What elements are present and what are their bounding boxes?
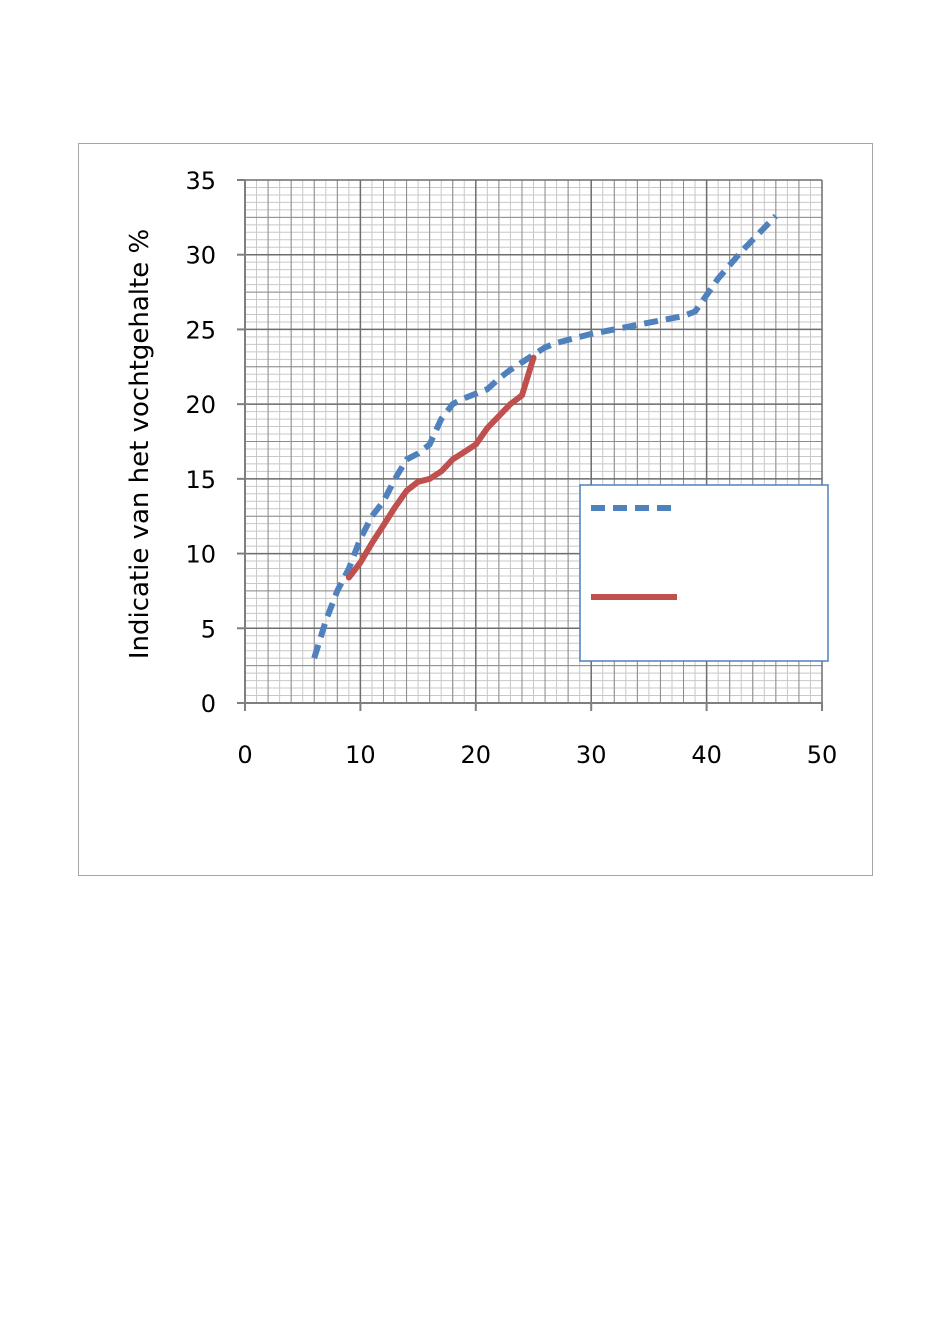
y-tick-label: 0: [201, 690, 216, 718]
y-tick-label: 20: [185, 391, 216, 419]
y-tick-label: 30: [185, 242, 216, 270]
y-axis-title: Indicatie van het vochtgehalte %: [125, 229, 155, 659]
x-tick-label: 0: [237, 741, 252, 769]
x-tick-label: 10: [345, 741, 376, 769]
x-tick-label: 50: [807, 741, 838, 769]
axes: [237, 179, 823, 711]
y-tick-label: 5: [201, 615, 216, 643]
x-tick-labels: 0 10 20 30 40 50: [237, 741, 837, 769]
x-tick-label: 30: [576, 741, 607, 769]
y-tick-label: 15: [185, 466, 216, 494]
legend-box: [579, 484, 829, 662]
legend-entries: [591, 505, 677, 600]
y-tick-labels: 0 5 10 15 20 25 30 35: [185, 167, 216, 718]
y-tick-label: 10: [185, 541, 216, 569]
y-tick-label: 35: [185, 167, 216, 195]
x-tick-label: 20: [461, 741, 492, 769]
y-tick-label: 25: [185, 316, 216, 344]
series-line-2: [345, 354, 537, 581]
x-tick-label: 40: [691, 741, 722, 769]
series-line-1: [311, 213, 778, 660]
series-lines: [311, 213, 778, 660]
legend: [579, 484, 829, 662]
gridlines: [244, 179, 823, 704]
